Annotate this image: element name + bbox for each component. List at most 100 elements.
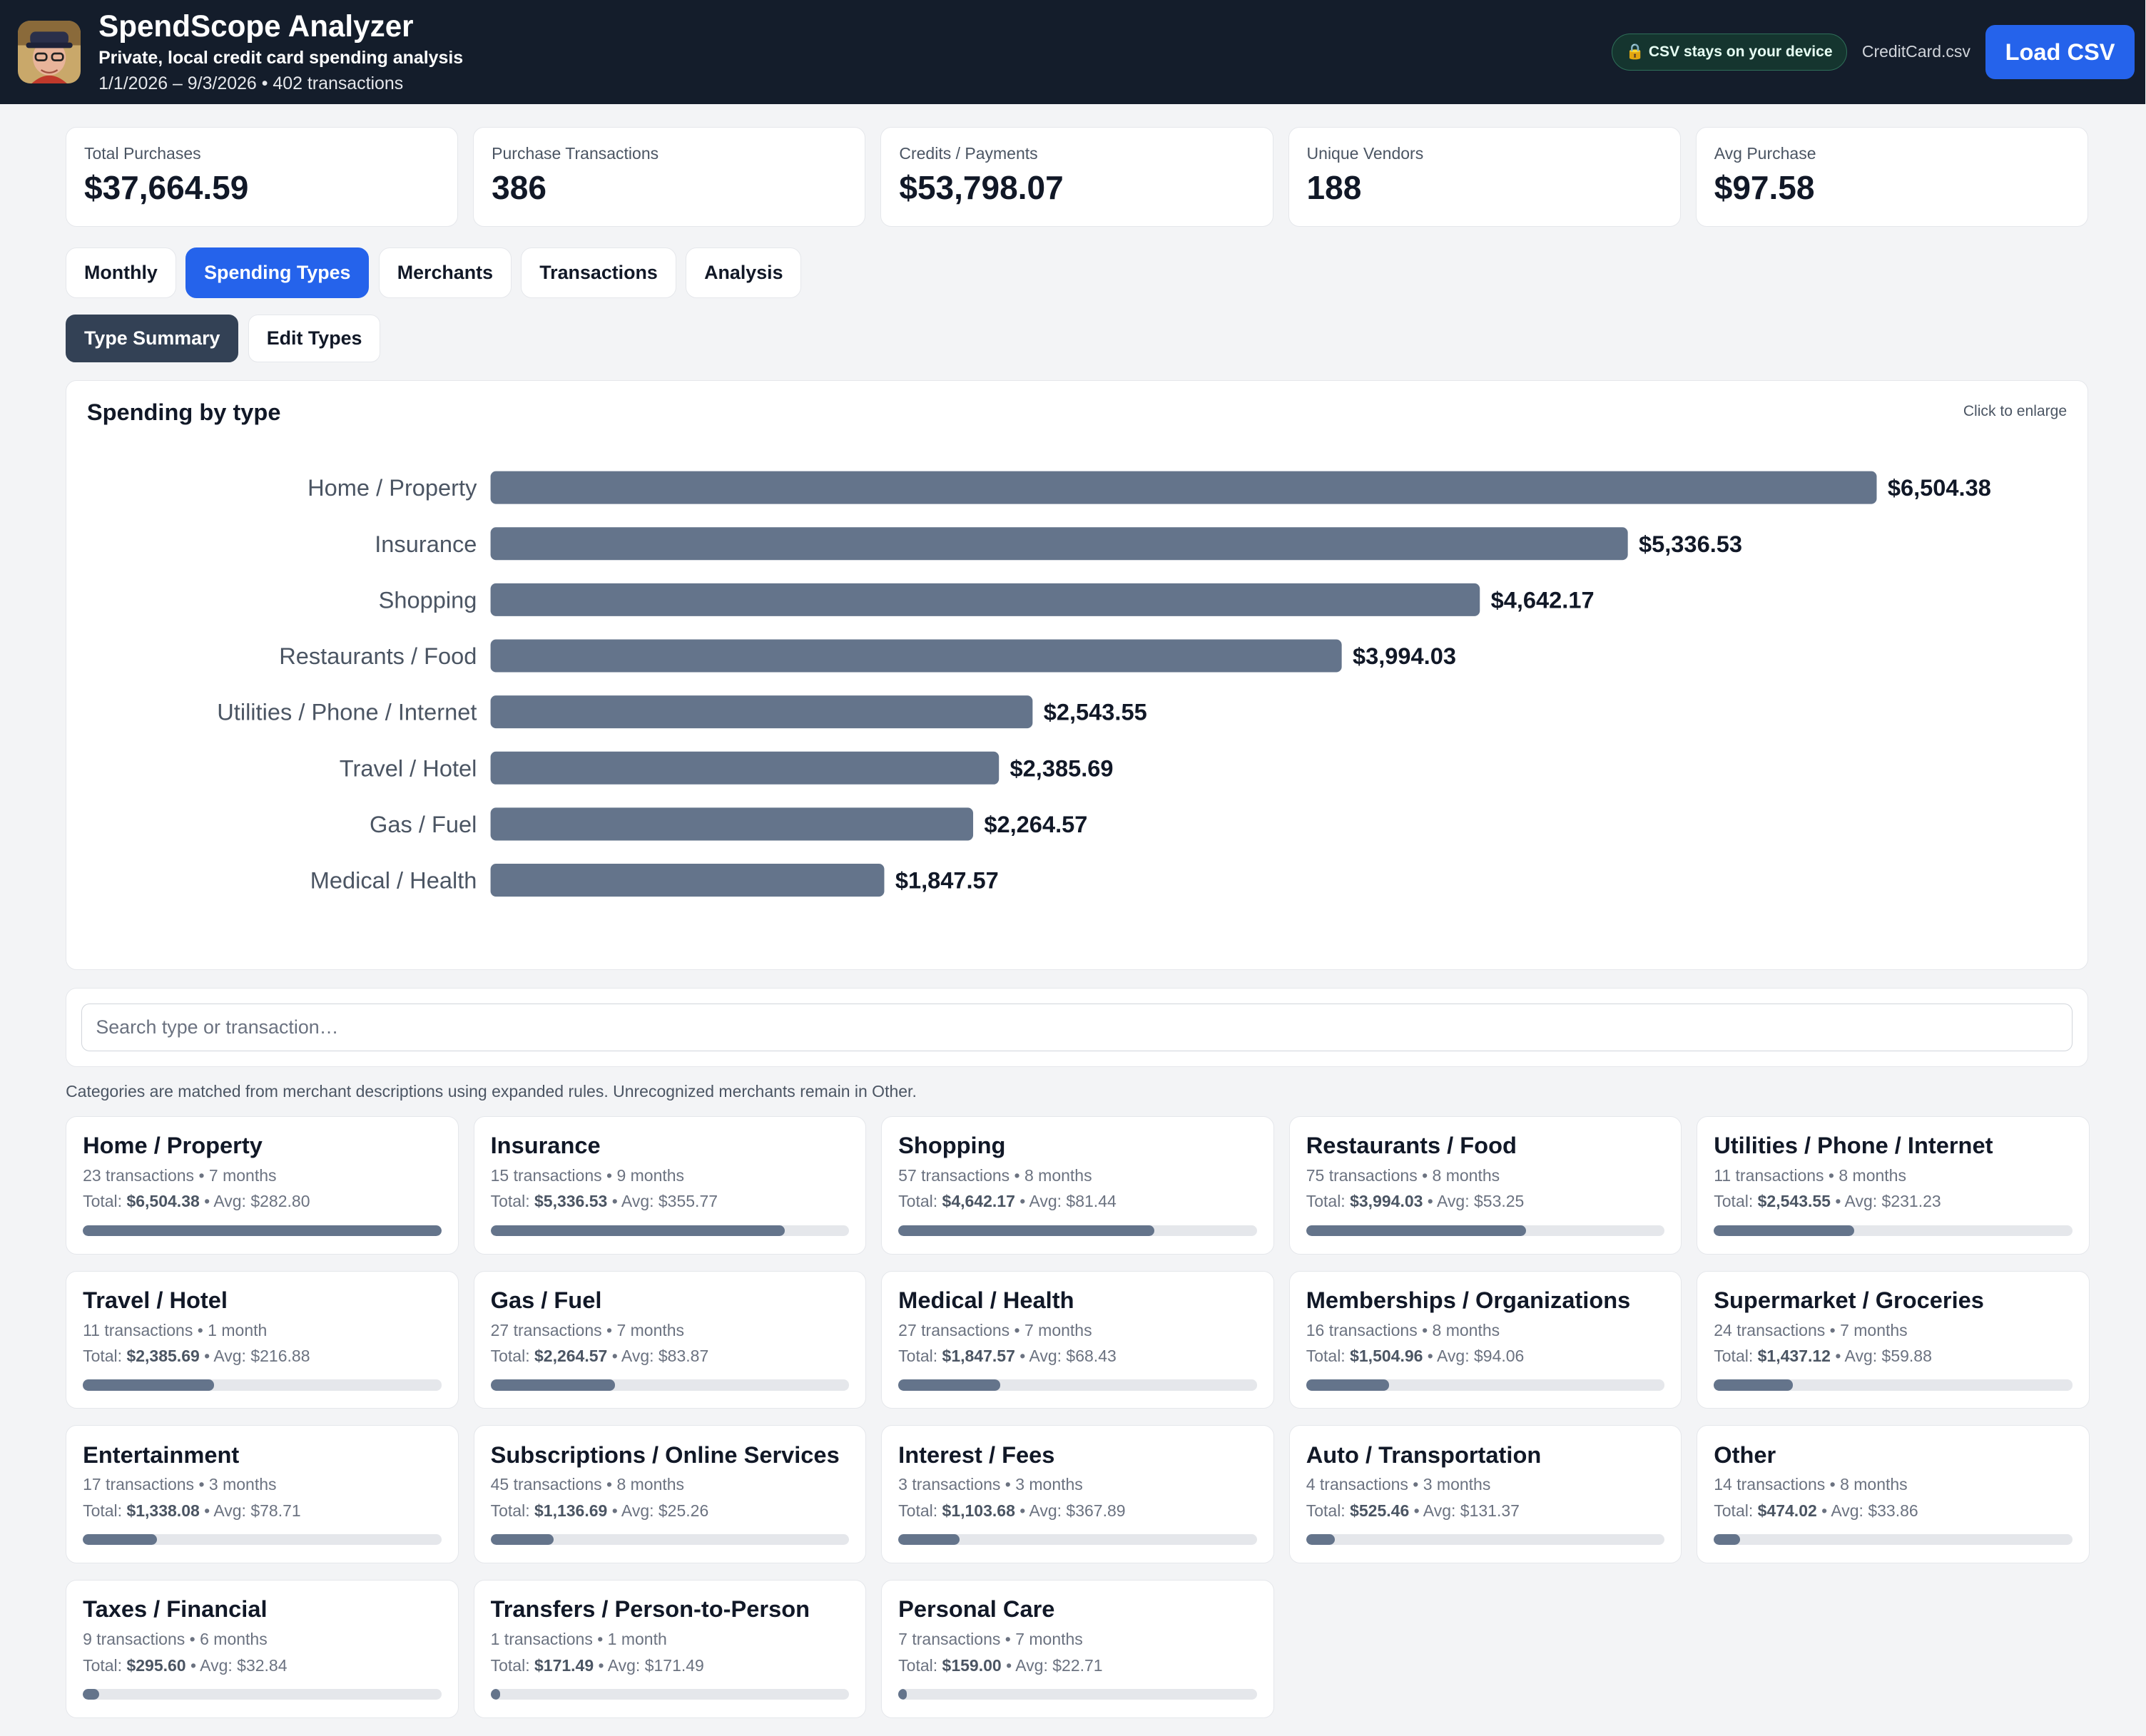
type-card[interactable]: Interest / Fees 3 transactions • 3 months… bbox=[881, 1425, 1274, 1564]
type-meta: 9 transactions • 6 months bbox=[83, 1630, 268, 1649]
type-card[interactable]: Restaurants / Food 75 transactions • 8 mo… bbox=[1288, 1116, 1682, 1255]
type-totals: Total: $159.00 • Avg: $22.71 bbox=[898, 1656, 1256, 1675]
type-total-value: $6,504.38 bbox=[126, 1192, 200, 1211]
load-csv-button[interactable]: Load CSV bbox=[1985, 24, 2135, 80]
type-card[interactable]: Personal Care 7 transactions • 7 months To… bbox=[881, 1580, 1274, 1718]
type-totals: Total: $3,994.03 • Avg: $53.25 bbox=[1306, 1192, 1664, 1211]
type-card[interactable]: Transfers / Person-to-Person 1 transactio… bbox=[473, 1580, 867, 1718]
type-card[interactable]: Entertainment 17 transactions • 3 months T… bbox=[66, 1425, 459, 1564]
type-card[interactable]: Home / Property 23 transactions • 7 month… bbox=[66, 1116, 459, 1255]
share-bar-fill bbox=[83, 1688, 99, 1700]
stat-label: Credits / Payments bbox=[899, 144, 1038, 163]
app-subtitle: Private, local credit card spending anal… bbox=[98, 48, 464, 68]
chart-category-label: Home / Property bbox=[307, 474, 477, 501]
stat-label: Total Purchases bbox=[83, 144, 201, 163]
stat-purchase-transactions: Purchase Transactions 386 bbox=[473, 127, 866, 228]
type-card[interactable]: Subscriptions / Online Services 45 transa… bbox=[473, 1425, 867, 1564]
type-total-value: $2,264.57 bbox=[534, 1347, 608, 1366]
chart-bar[interactable] bbox=[490, 527, 1628, 561]
share-bar-track bbox=[83, 1533, 442, 1546]
type-totals: Total: $2,385.69 • Avg: $216.88 bbox=[83, 1347, 441, 1366]
chart-bar[interactable] bbox=[490, 751, 1000, 785]
type-meta: 11 transactions • 8 months bbox=[1714, 1166, 1906, 1185]
share-bar-fill bbox=[490, 1225, 785, 1236]
main-content: Total Purchases $37,664.59 Purchase Tran… bbox=[0, 104, 2145, 1718]
type-avg: • Avg: $78.71 bbox=[199, 1501, 301, 1520]
chart-title: Spending by type bbox=[86, 399, 281, 426]
search-card bbox=[66, 987, 2088, 1067]
tab-monthly[interactable]: Monthly bbox=[66, 247, 176, 299]
chart-value-label: $6,504.38 bbox=[1888, 474, 1991, 501]
type-name: Medical / Health bbox=[898, 1286, 1074, 1313]
chart-bar[interactable] bbox=[490, 695, 1033, 729]
type-card[interactable]: Auto / Transportation 4 transactions • 3 … bbox=[1288, 1425, 1682, 1564]
type-meta: 1 transactions • 1 month bbox=[490, 1630, 667, 1649]
date-range: 1/1/2026 – 9/3/2026 • 402 transactions bbox=[98, 73, 404, 93]
share-bar-track bbox=[490, 1225, 850, 1236]
share-bar-track bbox=[490, 1533, 850, 1546]
share-bar-track bbox=[83, 1379, 442, 1391]
type-avg: • Avg: $32.84 bbox=[185, 1655, 288, 1675]
type-name: Insurance bbox=[490, 1132, 601, 1159]
type-meta: 15 transactions • 9 months bbox=[490, 1166, 685, 1185]
type-name: Gas / Fuel bbox=[490, 1286, 602, 1313]
type-meta: 57 transactions • 8 months bbox=[898, 1166, 1092, 1185]
type-avg: • Avg: $94.06 bbox=[1423, 1347, 1525, 1366]
type-avg: • Avg: $22.71 bbox=[1001, 1655, 1103, 1675]
chart-category-label: Restaurants / Food bbox=[279, 643, 477, 669]
type-card[interactable]: Supermarket / Groceries 24 transactions •… bbox=[1697, 1270, 2090, 1409]
type-name: Home / Property bbox=[83, 1132, 263, 1159]
share-bar-track bbox=[83, 1688, 442, 1700]
chart-bar[interactable] bbox=[490, 807, 974, 841]
type-card[interactable]: Taxes / Financial 9 transactions • 6 mont… bbox=[66, 1580, 459, 1718]
type-name: Personal Care bbox=[898, 1595, 1055, 1623]
type-meta: 11 transactions • 1 month bbox=[83, 1320, 268, 1339]
type-card[interactable]: Shopping 57 transactions • 8 months Total:… bbox=[881, 1116, 1274, 1255]
chart-bar[interactable] bbox=[490, 583, 1480, 617]
spending-bar-chart[interactable]: Home / Property $6,504.38 Insurance $5,336.… bbox=[66, 381, 2086, 971]
stats-row: Total Purchases $37,664.59 Purchase Tran… bbox=[66, 127, 2088, 228]
tab-merchants[interactable]: Merchants bbox=[378, 247, 512, 299]
tab-transactions[interactable]: Transactions bbox=[521, 247, 676, 299]
subtab-edit-types[interactable]: Edit Types bbox=[248, 315, 381, 363]
tab-spending-types[interactable]: Spending Types bbox=[185, 247, 370, 299]
type-avg: • Avg: $83.87 bbox=[607, 1347, 709, 1366]
type-card[interactable]: Travel / Hotel 11 transactions • 1 month T… bbox=[66, 1270, 459, 1409]
type-card[interactable]: Medical / Health 27 transactions • 7 mont… bbox=[881, 1270, 1274, 1409]
type-total-value: $1,136.69 bbox=[534, 1501, 608, 1520]
type-card[interactable]: Other 14 transactions • 8 months Total: $4… bbox=[1697, 1425, 2090, 1564]
type-meta: 16 transactions • 8 months bbox=[1306, 1320, 1500, 1339]
type-meta: 27 transactions • 7 months bbox=[490, 1320, 685, 1339]
enlarge-hint: Click to enlarge bbox=[1963, 402, 2068, 419]
chart-value-label: $1,847.57 bbox=[895, 867, 999, 894]
type-name: Travel / Hotel bbox=[83, 1286, 228, 1313]
type-meta: 7 transactions • 7 months bbox=[898, 1630, 1083, 1649]
share-bar-fill bbox=[83, 1379, 215, 1391]
tab-analysis[interactable]: Analysis bbox=[686, 247, 802, 299]
search-input[interactable] bbox=[81, 1003, 2073, 1051]
total-prefix: Total: bbox=[1714, 1501, 1758, 1520]
share-bar-fill bbox=[1714, 1379, 1794, 1391]
total-prefix: Total: bbox=[898, 1655, 942, 1675]
share-bar-fill bbox=[83, 1225, 442, 1236]
spending-chart-card[interactable]: Spending by type Click to enlarge Home /… bbox=[66, 380, 2088, 970]
subtab-type-summary[interactable]: Type Summary bbox=[66, 315, 239, 363]
type-totals: Total: $1,437.12 • Avg: $59.88 bbox=[1714, 1347, 2072, 1366]
chart-value-label: $2,543.55 bbox=[1044, 699, 1147, 725]
type-card[interactable]: Insurance 15 transactions • 9 months Total… bbox=[473, 1116, 867, 1255]
chart-bar[interactable] bbox=[490, 471, 1877, 504]
type-totals: Total: $1,136.69 • Avg: $25.26 bbox=[491, 1501, 849, 1521]
privacy-badge: 🔒 CSV stays on your device bbox=[1611, 33, 1847, 71]
chart-category-label: Medical / Health bbox=[310, 867, 477, 894]
chart-bar[interactable] bbox=[490, 864, 885, 897]
chart-value-label: $2,385.69 bbox=[1010, 755, 1114, 781]
share-bar-track bbox=[898, 1225, 1257, 1236]
total-prefix: Total: bbox=[1714, 1192, 1758, 1211]
type-card[interactable]: Gas / Fuel 27 transactions • 7 months Tota… bbox=[473, 1270, 867, 1409]
chart-value-label: $2,264.57 bbox=[984, 811, 1087, 837]
type-card[interactable]: Memberships / Organizations 16 transactio… bbox=[1288, 1270, 1682, 1409]
type-avg: • Avg: $81.44 bbox=[1014, 1192, 1117, 1211]
type-card[interactable]: Utilities / Phone / Internet 11 transacti… bbox=[1697, 1116, 2090, 1255]
type-totals: Total: $295.60 • Avg: $32.84 bbox=[83, 1656, 441, 1675]
chart-bar[interactable] bbox=[490, 639, 1342, 673]
